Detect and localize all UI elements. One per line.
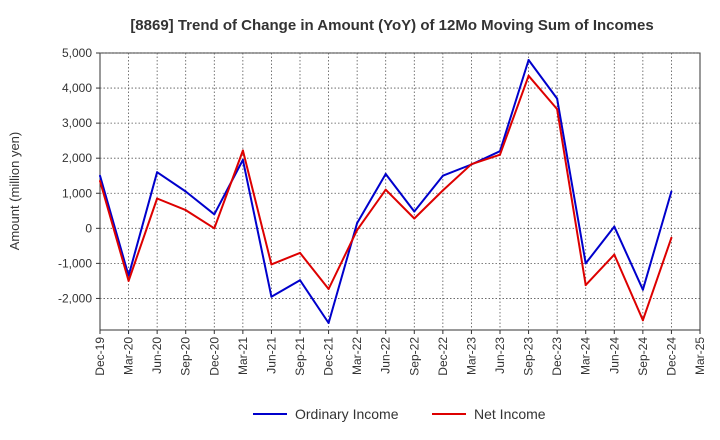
data-point [670, 236, 673, 239]
grid-lines [100, 52, 700, 330]
data-point [327, 288, 330, 290]
data-point [356, 222, 359, 225]
data-point [156, 171, 159, 174]
legend-label: Ordinary Income [295, 406, 399, 422]
data-point [356, 229, 359, 232]
data-point [527, 59, 530, 61]
y-axis-ticks: 5,000 4,000 3,000 2,000 1,000 0 -1,000 -2,000 [58, 46, 100, 305]
data-point [99, 180, 101, 182]
x-tick-label: Dec-24 [664, 337, 678, 376]
data-point [584, 284, 587, 287]
data-point [299, 279, 301, 282]
y-tick-label: 2,000 [62, 151, 92, 165]
legend: Ordinary Income Net Income [253, 406, 546, 422]
x-tick-label: Mar-25 [693, 337, 707, 375]
legend-label: Net Income [474, 406, 546, 422]
x-tick-label: Dec-20 [207, 337, 221, 376]
data-point [270, 263, 273, 266]
x-tick-label: Dec-22 [436, 337, 450, 376]
data-point [613, 253, 616, 256]
y-tick-label: 4,000 [62, 81, 92, 95]
data-point [413, 210, 416, 213]
x-tick-label: Mar-22 [350, 337, 364, 375]
data-point [556, 108, 559, 111]
x-tick-label: Jun-21 [264, 337, 278, 374]
data-point [613, 225, 616, 228]
data-point [384, 173, 387, 175]
data-point [99, 174, 101, 177]
x-tick-label: Dec-19 [93, 337, 107, 376]
data-point [413, 217, 416, 220]
y-tick-label: -2,000 [58, 291, 92, 305]
data-point [270, 295, 273, 298]
data-point [441, 174, 444, 177]
x-tick-label: Mar-20 [122, 337, 136, 375]
x-tick-label: Sep-24 [636, 337, 650, 376]
data-point [127, 279, 130, 282]
y-tick-label: 3,000 [62, 116, 92, 130]
x-tick-label: Jun-20 [150, 337, 164, 374]
data-point [384, 188, 387, 191]
x-tick-label: Jun-24 [607, 337, 621, 374]
chart-title: [8869] Trend of Change in Amount (YoY) o… [130, 17, 653, 34]
data-point [156, 197, 159, 200]
data-point [241, 158, 244, 161]
y-tick-label: 1,000 [62, 186, 92, 200]
data-point [470, 163, 473, 166]
data-point [299, 251, 301, 254]
x-tick-label: Jun-23 [493, 337, 507, 374]
data-point [241, 149, 244, 152]
x-tick-label: Sep-20 [179, 337, 193, 376]
y-tick-label: -1,000 [58, 256, 92, 270]
x-axis-ticks: Dec-19 Mar-20 Jun-20 Sep-20 Dec-20 Mar-21 Jun-… [93, 330, 707, 376]
x-tick-label: Sep-22 [407, 337, 421, 376]
x-tick-label: Mar-21 [236, 337, 250, 375]
data-point [556, 97, 559, 100]
series-lines [99, 59, 673, 324]
x-tick-label: Mar-23 [464, 337, 478, 375]
data-point [184, 190, 187, 193]
y-tick-label: 0 [85, 221, 92, 235]
data-point [584, 262, 587, 265]
y-tick-label: 5,000 [62, 46, 92, 60]
data-point [184, 209, 187, 212]
data-point [213, 213, 216, 216]
x-tick-label: Sep-21 [293, 337, 307, 376]
data-point [327, 322, 330, 324]
y-axis-label: Amount (million yen) [7, 132, 22, 251]
data-point [441, 189, 444, 192]
data-point [213, 227, 216, 230]
x-tick-label: Mar-24 [579, 337, 593, 375]
x-tick-label: Jun-22 [379, 337, 393, 374]
data-point [670, 190, 673, 193]
x-tick-label: Sep-23 [522, 337, 536, 376]
data-point [641, 319, 644, 322]
data-point [527, 74, 530, 77]
data-point [641, 288, 644, 291]
data-point [499, 153, 501, 156]
x-tick-label: Dec-21 [322, 337, 336, 376]
x-tick-label: Dec-23 [550, 337, 564, 376]
